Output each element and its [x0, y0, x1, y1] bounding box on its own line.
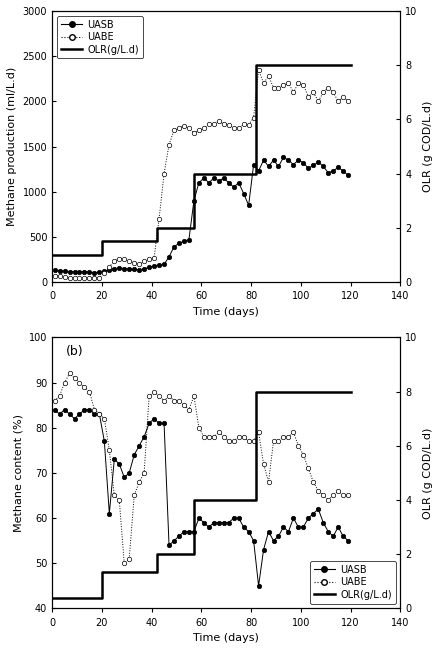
Text: (a): (a): [66, 19, 84, 32]
Text: (b): (b): [66, 345, 84, 358]
X-axis label: Time (days): Time (days): [193, 633, 259, 643]
Y-axis label: OLR (g COD/L.d): OLR (g COD/L.d): [423, 101, 433, 192]
Legend: UASB, UABE, OLR(g/L.d): UASB, UABE, OLR(g/L.d): [310, 561, 396, 604]
Legend: UASB, UABE, OLR(g/L.d): UASB, UABE, OLR(g/L.d): [57, 16, 143, 58]
Y-axis label: Methane production (ml/L.d): Methane production (ml/L.d): [7, 67, 17, 226]
Y-axis label: OLR (g COD/L.d): OLR (g COD/L.d): [423, 427, 433, 519]
X-axis label: Time (days): Time (days): [193, 307, 259, 317]
Y-axis label: Methane content (%): Methane content (%): [13, 414, 23, 532]
